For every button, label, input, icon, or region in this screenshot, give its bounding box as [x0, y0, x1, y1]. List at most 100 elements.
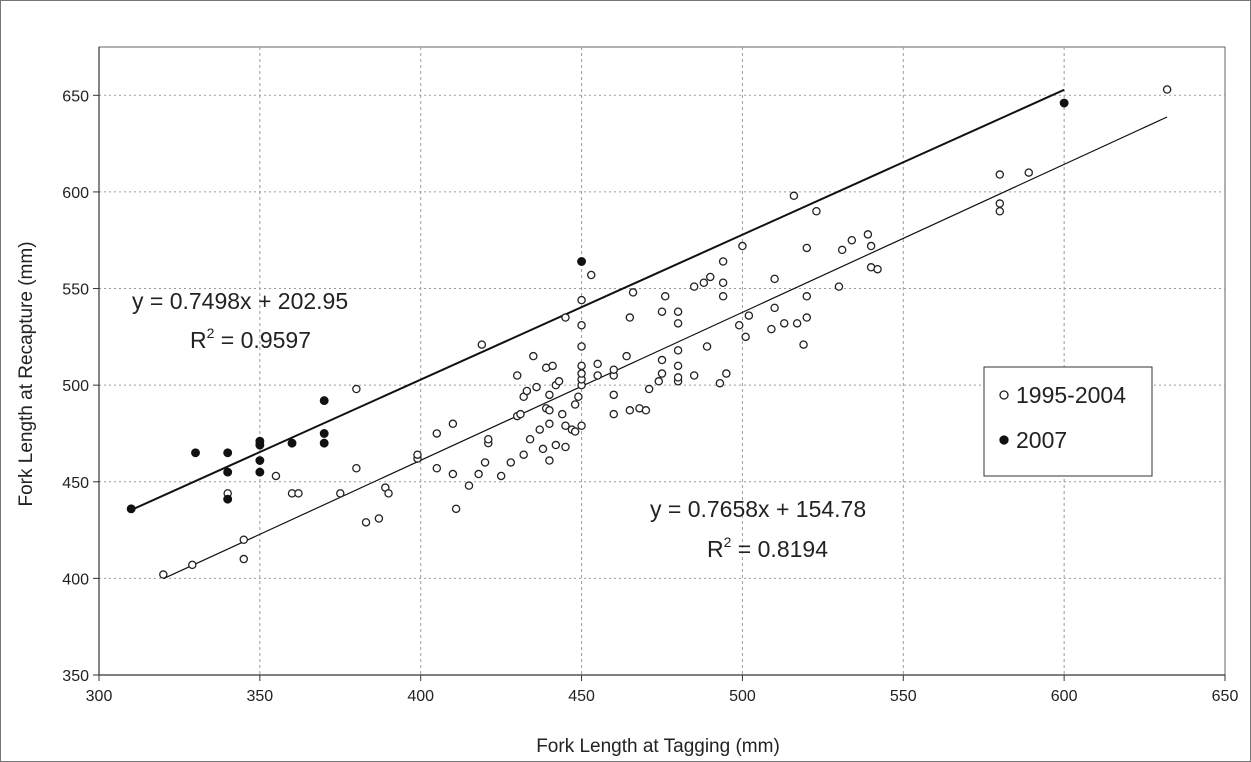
x-tick-label: 400	[407, 688, 434, 705]
data-point-1995-2004	[715, 378, 725, 388]
data-point-1995-2004	[577, 342, 586, 351]
data-point-1995-2004	[995, 206, 1005, 216]
data-point-1995-2004	[561, 442, 570, 452]
data-point-1995-2004	[873, 264, 882, 274]
axes: 300 350 400 450 500 550 600 650 350 400 450 500 550 6…	[62, 47, 1238, 705]
data-point-1995-2004	[188, 560, 197, 570]
gridlines	[99, 47, 1225, 675]
data-points	[126, 85, 1172, 579]
legend-box	[983, 366, 1153, 477]
data-point-1995-2004	[866, 241, 876, 251]
data-point-1995-2004	[644, 384, 654, 394]
data-point-1995-2004	[673, 361, 683, 371]
data-point-1995-2004	[239, 535, 249, 544]
data-point-1995-2004	[464, 481, 474, 490]
y-tick-label: 650	[62, 88, 89, 105]
data-point-1995-2004	[625, 406, 635, 415]
data-point-1995-2004	[802, 243, 812, 253]
data-point-1995-2004	[496, 471, 506, 481]
data-point-1995-2004	[352, 384, 361, 394]
data-point-1995-2004	[770, 303, 779, 313]
data-point-2007	[255, 436, 265, 446]
data-point-1995-2004	[519, 450, 528, 459]
data-point-1995-2004	[734, 321, 744, 330]
data-point-1995-2004	[622, 351, 631, 361]
data-point-1995-2004	[294, 489, 303, 498]
data-point-1995-2004	[239, 554, 249, 564]
x-tick-label: 300	[86, 688, 113, 705]
trendlines	[130, 88, 1168, 580]
data-point-1995-2004	[660, 292, 670, 301]
data-point-2007	[319, 396, 329, 406]
data-point-1995-2004	[532, 382, 541, 392]
data-point-1995-2004	[448, 469, 458, 479]
y-tick-label: 450	[62, 475, 89, 492]
data-point-1995-2004	[361, 518, 371, 527]
data-point-2007	[223, 467, 233, 477]
data-point-1995-2004	[159, 570, 168, 579]
data-point-1995-2004	[538, 444, 548, 454]
data-point-1995-2004	[741, 332, 750, 342]
data-point-1995-2004	[336, 489, 345, 498]
data-point-1995-2004	[609, 365, 618, 374]
data-point-1995-2004	[673, 307, 683, 316]
data-point-1995-2004	[744, 311, 754, 320]
data-point-2007	[223, 448, 233, 458]
data-point-1995-2004	[770, 274, 779, 284]
data-point-1995-2004	[834, 282, 844, 291]
data-point-2007	[319, 438, 329, 448]
data-point-1995-2004	[995, 199, 1005, 208]
data-point-2007	[577, 257, 587, 266]
data-point-1995-2004	[689, 282, 699, 291]
data-point-1995-2004	[374, 514, 384, 523]
x-axis-label: Fork Length at Tagging (mm)	[536, 736, 780, 757]
data-point-1995-2004	[799, 340, 808, 349]
data-point-1995-2004	[1024, 168, 1034, 177]
data-point-1995-2004	[722, 369, 731, 378]
data-point-1995-2004	[516, 409, 525, 419]
data-point-1995-2004	[780, 319, 789, 328]
data-point-1995-2004	[384, 489, 393, 498]
data-point-1995-2004	[657, 355, 667, 365]
data-point-1995-2004	[812, 206, 821, 216]
data-point-1995-2004	[718, 278, 728, 287]
data-point-1995-2004	[484, 435, 493, 444]
data-point-2007	[287, 438, 297, 448]
data-point-1995-2004	[577, 295, 586, 305]
data-point-2007	[126, 504, 136, 514]
legend: 1995-2004 2007	[983, 366, 1153, 477]
data-point-1995-2004	[699, 278, 709, 287]
data-point-1995-2004	[802, 292, 812, 301]
y-tick-label: 400	[62, 571, 89, 588]
data-point-1995-2004	[673, 346, 683, 355]
data-point-2007	[255, 467, 265, 477]
x-tick-label: 500	[729, 688, 756, 705]
data-point-1995-2004	[551, 440, 561, 450]
data-point-1995-2004	[641, 406, 651, 415]
data-point-1995-2004	[657, 307, 667, 316]
trendline-r2-1995-2004: R2 = 0.8194	[707, 534, 828, 562]
data-point-1995-2004	[689, 371, 699, 380]
data-point-1995-2004	[1162, 85, 1172, 94]
data-point-1995-2004	[657, 369, 667, 378]
legend-label-1995-2004: 1995-2004	[1016, 382, 1126, 408]
data-point-1995-2004	[413, 450, 422, 459]
y-tick-label: 350	[62, 668, 89, 685]
data-point-1995-2004	[593, 371, 602, 380]
data-point-1995-2004	[545, 390, 554, 400]
data-point-1995-2004	[570, 427, 580, 436]
trendline-r2-2007: R2 = 0.9597	[190, 325, 311, 353]
data-point-1995-2004	[792, 319, 802, 328]
data-point-1995-2004	[609, 409, 618, 419]
data-point-1995-2004	[545, 406, 554, 415]
data-point-1995-2004	[577, 421, 586, 430]
data-point-1995-2004	[451, 504, 461, 514]
x-tick-label: 450	[568, 688, 595, 705]
data-point-1995-2004	[847, 235, 857, 245]
data-point-1995-2004	[432, 463, 442, 473]
x-tick-label: 650	[1212, 688, 1239, 705]
data-point-1995-2004	[738, 241, 747, 251]
y-tick-label: 550	[62, 282, 89, 299]
data-point-1995-2004	[432, 429, 442, 438]
